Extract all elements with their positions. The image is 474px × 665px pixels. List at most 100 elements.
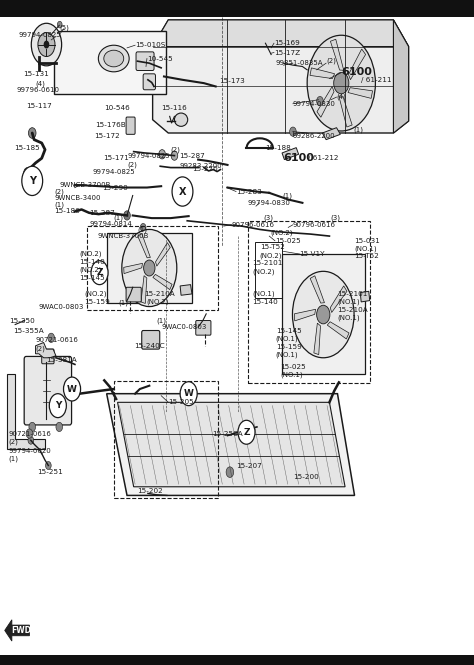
- Polygon shape: [107, 394, 355, 495]
- Circle shape: [57, 21, 62, 28]
- Text: 15-171: 15-171: [103, 155, 129, 162]
- Text: 99794-0830: 99794-0830: [293, 100, 336, 107]
- Text: 15-169: 15-169: [274, 40, 300, 47]
- Polygon shape: [36, 342, 56, 358]
- Text: 15-202: 15-202: [137, 487, 163, 494]
- Text: W: W: [184, 389, 193, 398]
- Text: (NO.1): (NO.1): [276, 336, 299, 342]
- Circle shape: [307, 35, 375, 131]
- FancyBboxPatch shape: [282, 254, 365, 374]
- Text: 15-185: 15-185: [14, 144, 40, 151]
- Text: (NO.2): (NO.2): [80, 251, 102, 257]
- Text: 15-355A: 15-355A: [13, 328, 44, 334]
- Polygon shape: [282, 148, 299, 160]
- Text: (NO.1): (NO.1): [252, 291, 275, 297]
- Text: (NO.2): (NO.2): [270, 229, 292, 236]
- Text: 15-176B: 15-176B: [95, 122, 126, 128]
- Text: 15-T52: 15-T52: [260, 244, 284, 251]
- Text: 15-270: 15-270: [192, 166, 218, 172]
- Text: / 61-211: / 61-211: [361, 76, 392, 83]
- Text: (1): (1): [114, 215, 124, 221]
- Circle shape: [49, 394, 66, 418]
- Text: 15-251: 15-251: [37, 469, 63, 475]
- Text: 15-173: 15-173: [219, 78, 245, 84]
- Text: 99794-0814: 99794-0814: [89, 221, 132, 227]
- FancyBboxPatch shape: [42, 349, 54, 364]
- Polygon shape: [137, 233, 150, 258]
- Polygon shape: [153, 20, 409, 47]
- Text: (4): (4): [36, 80, 46, 87]
- Circle shape: [24, 168, 31, 178]
- Text: 15-145: 15-145: [276, 328, 301, 334]
- Text: (2): (2): [326, 58, 336, 65]
- Text: (NO.2): (NO.2): [260, 252, 282, 259]
- Text: 9WNCB-3700B: 9WNCB-3700B: [97, 233, 148, 239]
- Circle shape: [122, 229, 177, 307]
- Text: 15-210A: 15-210A: [145, 291, 175, 297]
- Text: (1): (1): [353, 126, 363, 133]
- Polygon shape: [180, 285, 192, 295]
- Text: 99794-0825: 99794-0825: [19, 31, 62, 38]
- Circle shape: [290, 127, 296, 136]
- Text: / 61-212: / 61-212: [308, 155, 338, 162]
- Text: 10-545: 10-545: [147, 55, 173, 62]
- Circle shape: [317, 96, 323, 106]
- Polygon shape: [327, 322, 349, 339]
- FancyBboxPatch shape: [196, 321, 211, 335]
- Text: 90721-0616: 90721-0616: [36, 337, 78, 344]
- FancyBboxPatch shape: [0, 655, 474, 665]
- Polygon shape: [294, 309, 316, 321]
- Text: 15-159: 15-159: [84, 299, 110, 305]
- Text: (2): (2): [36, 345, 46, 352]
- Text: 6100: 6100: [341, 66, 372, 77]
- Circle shape: [226, 467, 234, 477]
- Text: 15-145: 15-145: [80, 275, 105, 281]
- Text: 15-381A: 15-381A: [46, 357, 77, 364]
- Text: 15-140: 15-140: [252, 299, 278, 305]
- Text: 15-290: 15-290: [102, 184, 128, 191]
- Circle shape: [29, 422, 36, 432]
- Circle shape: [26, 429, 33, 438]
- Polygon shape: [348, 49, 365, 80]
- Text: 99794-0825: 99794-0825: [127, 153, 170, 160]
- Text: (NO.1): (NO.1): [337, 299, 360, 305]
- FancyBboxPatch shape: [143, 74, 155, 90]
- Circle shape: [334, 72, 349, 94]
- Circle shape: [91, 261, 108, 285]
- Text: 15-350: 15-350: [9, 317, 35, 324]
- Text: (3): (3): [331, 215, 341, 221]
- Polygon shape: [310, 68, 335, 78]
- Circle shape: [144, 260, 155, 276]
- Polygon shape: [124, 263, 143, 273]
- Text: 10-546: 10-546: [104, 104, 130, 111]
- Ellipse shape: [174, 113, 188, 126]
- Polygon shape: [330, 39, 344, 70]
- Polygon shape: [348, 88, 373, 98]
- Text: 15-V1Y: 15-V1Y: [300, 251, 325, 257]
- Text: 9WAC0-0803: 9WAC0-0803: [39, 304, 84, 311]
- Polygon shape: [5, 620, 29, 641]
- Text: 15-186: 15-186: [55, 208, 80, 215]
- Text: (1): (1): [282, 193, 292, 200]
- Text: 9WNCB-3700B: 9WNCB-3700B: [59, 182, 110, 188]
- Text: 99794-0830: 99794-0830: [247, 200, 290, 206]
- Text: (4): (4): [337, 94, 346, 100]
- Text: (1): (1): [55, 201, 64, 208]
- Text: (1): (1): [156, 317, 166, 324]
- Circle shape: [171, 151, 178, 160]
- Text: (NO.1): (NO.1): [337, 315, 360, 321]
- Text: 99794-0825: 99794-0825: [92, 168, 135, 175]
- Text: 15-240C: 15-240C: [134, 342, 164, 349]
- Text: 9WAC0-0803: 9WAC0-0803: [161, 324, 207, 331]
- Text: (2): (2): [9, 438, 18, 445]
- Text: (2): (2): [55, 188, 64, 195]
- Text: 15-287: 15-287: [179, 153, 205, 160]
- Polygon shape: [314, 323, 320, 354]
- Polygon shape: [141, 276, 147, 303]
- Circle shape: [22, 166, 43, 196]
- Text: 15-140: 15-140: [80, 259, 105, 265]
- Text: (3): (3): [264, 215, 273, 221]
- Text: (NO.1): (NO.1): [281, 372, 303, 378]
- Polygon shape: [7, 374, 45, 449]
- Circle shape: [38, 33, 55, 57]
